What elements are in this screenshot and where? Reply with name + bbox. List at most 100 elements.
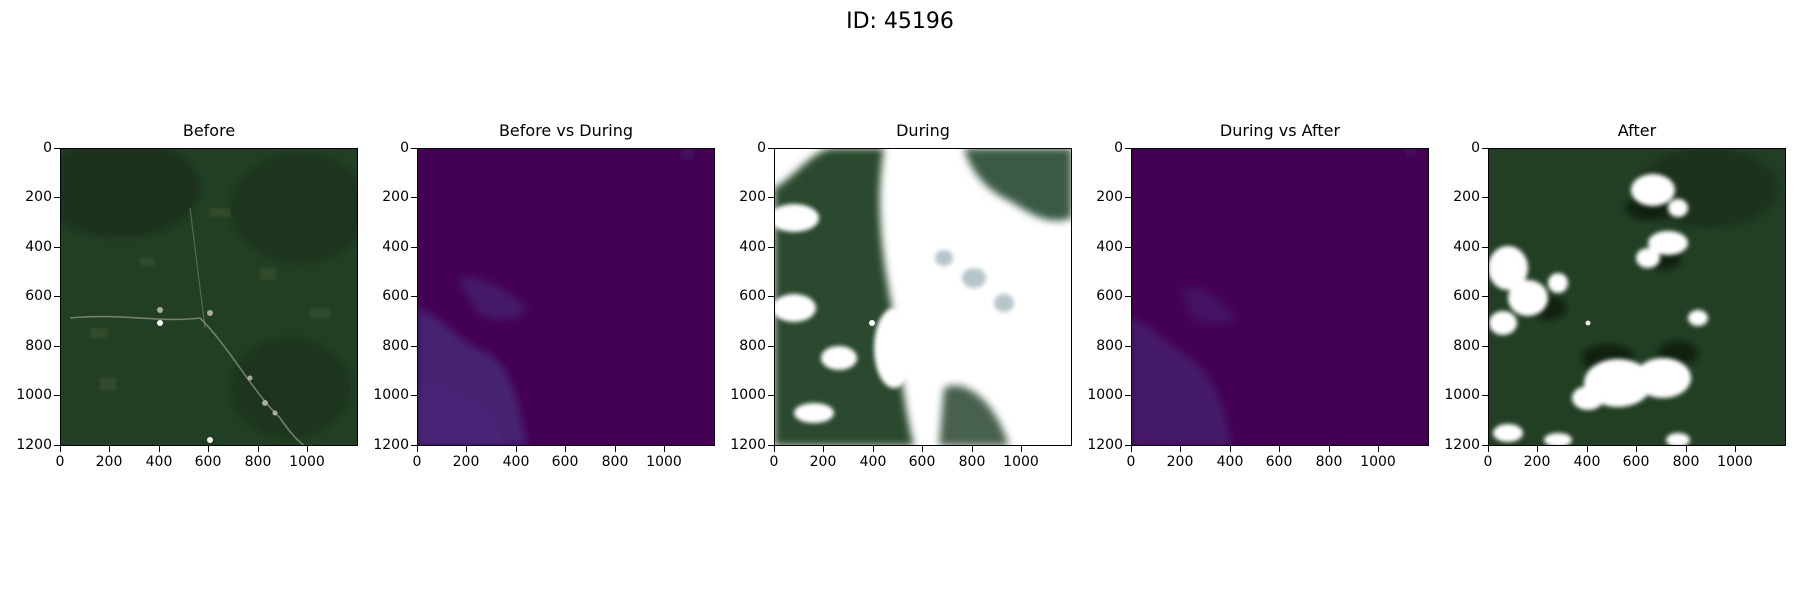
x-tick <box>1488 446 1489 452</box>
y-tick <box>1125 395 1131 396</box>
x-tick <box>1378 446 1379 452</box>
y-tick-label: 0 <box>1114 140 1123 156</box>
y-tick-label: 0 <box>757 140 766 156</box>
x-tick <box>1537 446 1538 452</box>
y-tick <box>768 296 774 297</box>
x-tick-label: 600 <box>551 454 579 470</box>
y-tick-label: 1000 <box>16 387 52 403</box>
y-tick <box>54 395 60 396</box>
y-tick-label: 200 <box>739 189 766 205</box>
y-tick-label: 400 <box>1096 239 1123 255</box>
y-tick-label: 0 <box>400 140 409 156</box>
x-tick-label: 0 <box>1483 454 1493 470</box>
x-tick-label: 200 <box>95 454 123 470</box>
x-tick-label: 200 <box>809 454 837 470</box>
y-tick-label: 1200 <box>373 437 409 453</box>
y-tick <box>411 346 417 347</box>
y-tick <box>1125 445 1131 446</box>
y-tick-label: 800 <box>739 338 766 354</box>
x-tick <box>109 446 110 452</box>
y-tick-label: 1200 <box>16 437 52 453</box>
x-tick-label: 800 <box>1315 454 1343 470</box>
y-tick-label: 400 <box>25 239 52 255</box>
x-tick-label: 400 <box>859 454 887 470</box>
y-tick <box>411 395 417 396</box>
x-tick-label: 1000 <box>289 454 325 470</box>
x-tick-label: 600 <box>908 454 936 470</box>
x-tick <box>1735 446 1736 452</box>
x-tick <box>159 446 160 452</box>
y-tick <box>1125 346 1131 347</box>
x-tick <box>565 446 566 452</box>
y-tick <box>1482 247 1488 248</box>
y-tick-label: 400 <box>382 239 409 255</box>
x-tick-label: 400 <box>145 454 173 470</box>
y-tick <box>768 346 774 347</box>
y-tick <box>411 197 417 198</box>
panel-after: After <box>1444 121 1786 470</box>
x-tick <box>258 446 259 452</box>
panel-title: Before <box>182 121 236 140</box>
x-tick-label: 1000 <box>1003 454 1039 470</box>
figure-title: ID: 45196 <box>846 9 954 34</box>
x-tick <box>1686 446 1687 452</box>
panel-title: During <box>896 121 950 140</box>
x-tick <box>664 446 665 452</box>
x-tick <box>1329 446 1330 452</box>
x-tick-label: 0 <box>55 454 65 470</box>
y-tick <box>411 148 417 149</box>
y-tick-label: 0 <box>43 140 52 156</box>
x-tick-label: 400 <box>1216 454 1244 470</box>
y-tick-label: 1200 <box>1087 437 1123 453</box>
x-tick <box>516 446 517 452</box>
y-tick <box>1125 247 1131 248</box>
y-tick <box>768 247 774 248</box>
x-tick <box>1279 446 1280 452</box>
y-tick-label: 1200 <box>1444 437 1480 453</box>
x-tick-label: 800 <box>244 454 272 470</box>
x-tick <box>972 446 973 452</box>
y-tick <box>411 247 417 248</box>
satellite-image-during <box>774 148 1072 446</box>
x-tick <box>1180 446 1181 452</box>
y-tick-label: 1000 <box>730 387 766 403</box>
x-tick-label: 600 <box>1622 454 1650 470</box>
y-tick <box>1482 445 1488 446</box>
x-tick <box>1021 446 1022 452</box>
y-tick <box>1482 148 1488 149</box>
panel-during: During 0 200 400 600 800 1000 1 <box>730 121 1072 470</box>
y-tick-label: 400 <box>1453 239 1480 255</box>
x-tick <box>1230 446 1231 452</box>
x-tick-label: 200 <box>452 454 480 470</box>
panel-before-vs-during: Before vs During 0 200 400 600 800 1000 … <box>373 121 715 470</box>
panel-before: Before <box>16 121 358 470</box>
x-tick-label: 600 <box>1265 454 1293 470</box>
y-tick <box>768 197 774 198</box>
y-tick-label: 600 <box>25 288 52 304</box>
x-tick-label: 200 <box>1166 454 1194 470</box>
x-tick-label: 0 <box>1126 454 1136 470</box>
x-tick <box>466 446 467 452</box>
y-tick-label: 200 <box>1453 189 1480 205</box>
x-tick <box>823 446 824 452</box>
x-tick-label: 200 <box>1523 454 1551 470</box>
y-tick-label: 800 <box>25 338 52 354</box>
x-tick-label: 400 <box>502 454 530 470</box>
x-tick-label: 1000 <box>1717 454 1753 470</box>
y-tick <box>54 247 60 248</box>
x-tick-label: 800 <box>958 454 986 470</box>
y-tick-label: 800 <box>1096 338 1123 354</box>
y-tick-label: 600 <box>739 288 766 304</box>
y-tick-label: 600 <box>1453 288 1480 304</box>
satellite-image-after <box>1488 148 1786 446</box>
y-tick <box>411 445 417 446</box>
y-tick <box>1482 346 1488 347</box>
x-tick <box>1636 446 1637 452</box>
y-tick <box>54 296 60 297</box>
y-tick-label: 800 <box>1453 338 1480 354</box>
panel-title: Before vs During <box>498 121 634 140</box>
y-tick <box>1482 395 1488 396</box>
x-tick-label: 800 <box>601 454 629 470</box>
x-tick <box>1587 446 1588 452</box>
x-tick-label: 800 <box>1672 454 1700 470</box>
